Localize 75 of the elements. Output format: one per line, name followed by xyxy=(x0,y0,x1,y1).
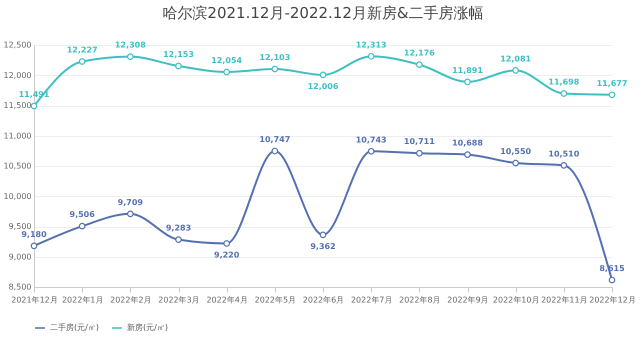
x-tick-label: 2022年12月 xyxy=(589,296,636,304)
data-label: 9,180 xyxy=(21,230,48,239)
x-tick-label: 2022年2月 xyxy=(110,296,152,304)
data-label: 11,677 xyxy=(596,78,628,88)
data-label: 9,709 xyxy=(118,198,144,207)
point xyxy=(271,148,278,154)
point xyxy=(416,61,423,68)
y-tick-label: 12,000 xyxy=(4,70,32,80)
point xyxy=(320,232,326,238)
point xyxy=(368,148,375,155)
x-tick-label: 2022年7月 xyxy=(350,296,392,304)
y-tick-label: 10,000 xyxy=(4,192,32,201)
point xyxy=(608,91,616,98)
y-tick-label: 11,000 xyxy=(4,131,32,140)
data-label: 12,308 xyxy=(114,40,146,50)
point xyxy=(126,210,134,218)
x-tick-label: 2022年10月 xyxy=(492,296,540,304)
data-label: 10,688 xyxy=(452,138,484,148)
x-tick-label: 2022年4月 xyxy=(206,296,248,304)
y-tick-label: 10,500 xyxy=(4,162,32,170)
point xyxy=(223,240,230,247)
data-label: 12,006 xyxy=(308,82,339,91)
point xyxy=(464,78,471,86)
data-label: 12,103 xyxy=(259,53,290,62)
point xyxy=(560,90,568,97)
y-tick-label: 11,500 xyxy=(4,101,32,110)
data-label: 10,510 xyxy=(548,149,580,158)
point xyxy=(223,68,230,76)
data-label: 9,362 xyxy=(310,242,336,251)
data-label: 11,891 xyxy=(452,66,484,75)
point xyxy=(175,62,182,70)
point xyxy=(271,66,278,72)
point xyxy=(30,102,38,110)
point xyxy=(608,276,616,284)
y-tick-label: 12,500 xyxy=(4,40,32,50)
data-label: 10,747 xyxy=(259,135,290,144)
point xyxy=(320,72,326,78)
point xyxy=(175,236,182,243)
x-tick-label: 2022年8月 xyxy=(399,296,441,304)
x-tick-label: 2022年11月 xyxy=(541,296,588,304)
x-tick-label: 2022年6月 xyxy=(302,296,344,304)
y-tick-label: 9,000 xyxy=(8,252,32,262)
data-label: 12,313 xyxy=(356,40,387,50)
data-label: 9,220 xyxy=(214,250,240,260)
point xyxy=(126,53,134,60)
legend-label: 新房(元/㎡) xyxy=(127,323,168,332)
point xyxy=(560,162,568,169)
x-tick-label: 2022年9月 xyxy=(447,296,489,304)
data-label: 12,054 xyxy=(211,56,243,65)
x-tick-label: 2022年5月 xyxy=(254,296,296,304)
data-label: 10,711 xyxy=(404,137,436,146)
legend-label: 二手房(元/㎡) xyxy=(50,323,99,332)
y-tick-label: 8,500 xyxy=(8,282,32,292)
data-label: 10,550 xyxy=(500,146,532,156)
data-label: 12,153 xyxy=(163,50,194,59)
chart-title: 哈尔滨2021.12月-2022.12月新房&二手房涨幅 xyxy=(162,4,484,22)
x-tick-label: 2022年3月 xyxy=(158,296,200,304)
data-label: 9,506 xyxy=(70,210,96,220)
x-tick-label: 2022年1月 xyxy=(62,296,104,304)
data-label: 12,176 xyxy=(404,48,436,58)
point xyxy=(30,242,38,250)
point xyxy=(78,58,86,65)
data-label: 9,283 xyxy=(166,224,192,233)
data-label: 10,743 xyxy=(356,135,387,144)
data-label: 11,698 xyxy=(548,78,580,87)
point xyxy=(368,52,375,60)
point xyxy=(512,160,520,166)
data-label: 12,081 xyxy=(500,54,532,64)
x-tick-label: 2021年12月 xyxy=(11,296,58,304)
y-tick-label: 9,500 xyxy=(8,222,32,231)
point xyxy=(416,150,423,157)
point xyxy=(464,151,471,158)
point xyxy=(78,222,86,230)
point xyxy=(512,67,520,74)
data-label: 12,227 xyxy=(66,46,98,55)
